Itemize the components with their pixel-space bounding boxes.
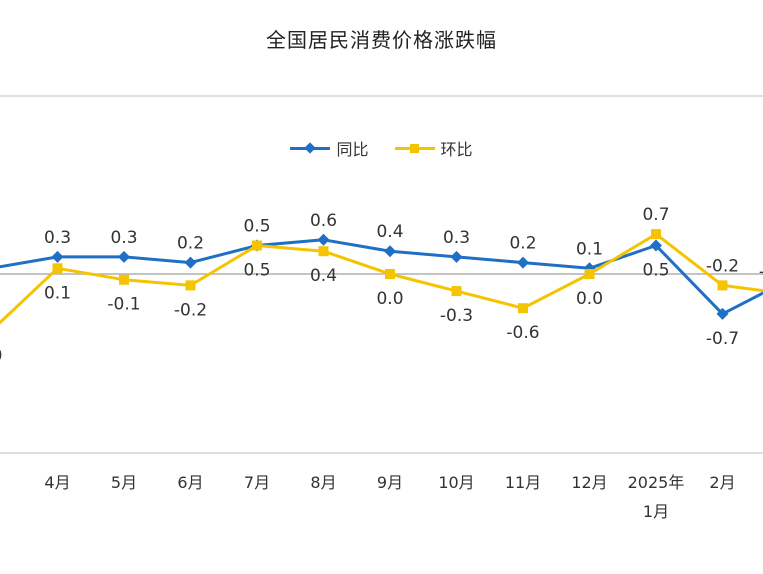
data-label-yoy: 0.5	[642, 261, 669, 281]
data-label-mom: 0	[0, 346, 2, 366]
data-point-yoy	[517, 256, 529, 269]
data-label-yoy: 0.3	[443, 228, 470, 248]
legend-label-yoy: 同比	[336, 140, 369, 159]
data-label-mom: 0.5	[243, 261, 270, 281]
data-label-yoy: -0.7	[706, 329, 739, 349]
data-label-yoy-partial: -0.	[759, 262, 763, 282]
data-label-mom: -0.2	[174, 300, 207, 320]
data-label-mom: -0.1	[107, 295, 140, 315]
x-tick-label: 4月	[44, 473, 70, 492]
data-point-mom	[252, 240, 262, 251]
data-point-mom	[584, 269, 595, 279]
data-label-yoy: 0.3	[44, 228, 71, 248]
x-tick-label: 9月	[377, 473, 403, 492]
x-tick-label: 7月	[244, 473, 270, 492]
x-tick-label: 5月	[111, 473, 137, 492]
chart-title: 全国居民消费价格涨跌幅	[266, 28, 497, 52]
legend-item-yoy: 同比	[290, 136, 369, 160]
x-tick-label: 2025年	[628, 473, 685, 492]
data-point-mom	[318, 246, 329, 257]
data-label-mom: -0.2	[706, 256, 739, 276]
data-label-yoy: 0.2	[177, 234, 204, 254]
data-label-mom: 0.7	[642, 205, 669, 225]
x-tick-label: 1月	[643, 502, 669, 521]
data-point-mom	[518, 303, 528, 314]
data-point-mom	[717, 280, 728, 291]
data-point-mom	[385, 269, 395, 279]
data-label-mom: 0.0	[576, 289, 603, 309]
data-label-yoy: 0.6	[310, 211, 337, 231]
x-tick-label: 11月	[505, 473, 541, 492]
legend-item-mom: 环比	[394, 136, 473, 160]
data-label-yoy: 0.5	[243, 217, 270, 237]
data-point-yoy	[51, 250, 64, 263]
data-point-mom	[52, 263, 63, 274]
x-tick-label: 2月	[709, 473, 735, 492]
legend-swatch-yoy	[290, 142, 331, 154]
data-label-mom: 0.1	[44, 283, 71, 303]
x-tick-label: 8月	[310, 473, 336, 492]
legend-marker-square	[409, 143, 419, 153]
data-point-yoy	[118, 250, 130, 263]
data-point-yoy	[650, 239, 662, 252]
data-point-mom	[119, 274, 129, 285]
data-point-yoy	[184, 256, 197, 269]
data-point-yoy	[317, 233, 330, 246]
data-label-yoy: 0.4	[376, 222, 403, 242]
legend-swatch-mom	[394, 143, 435, 153]
data-label-yoy: 0.1	[576, 239, 603, 259]
data-label-mom: 0.0	[376, 289, 403, 309]
data-point-mom	[451, 286, 462, 297]
x-tick-label: 12月	[571, 473, 607, 492]
data-point-yoy	[450, 250, 463, 263]
data-label-mom: -0.3	[440, 306, 473, 326]
x-tick-label: 10月	[438, 473, 474, 492]
x-tick-label: 6月	[177, 473, 203, 492]
data-label-mom: 0.4	[310, 266, 337, 286]
data-point-mom	[651, 229, 661, 240]
data-point-yoy	[716, 307, 729, 320]
chart-legend: 同比 环比	[0, 136, 763, 160]
data-label-yoy: 0.2	[509, 234, 536, 254]
data-label-yoy: 0.3	[110, 228, 137, 248]
data-point-mom	[185, 280, 196, 291]
data-label-mom: -0.6	[506, 323, 539, 343]
data-point-yoy	[384, 245, 396, 258]
legend-label-mom: 环比	[440, 140, 473, 159]
